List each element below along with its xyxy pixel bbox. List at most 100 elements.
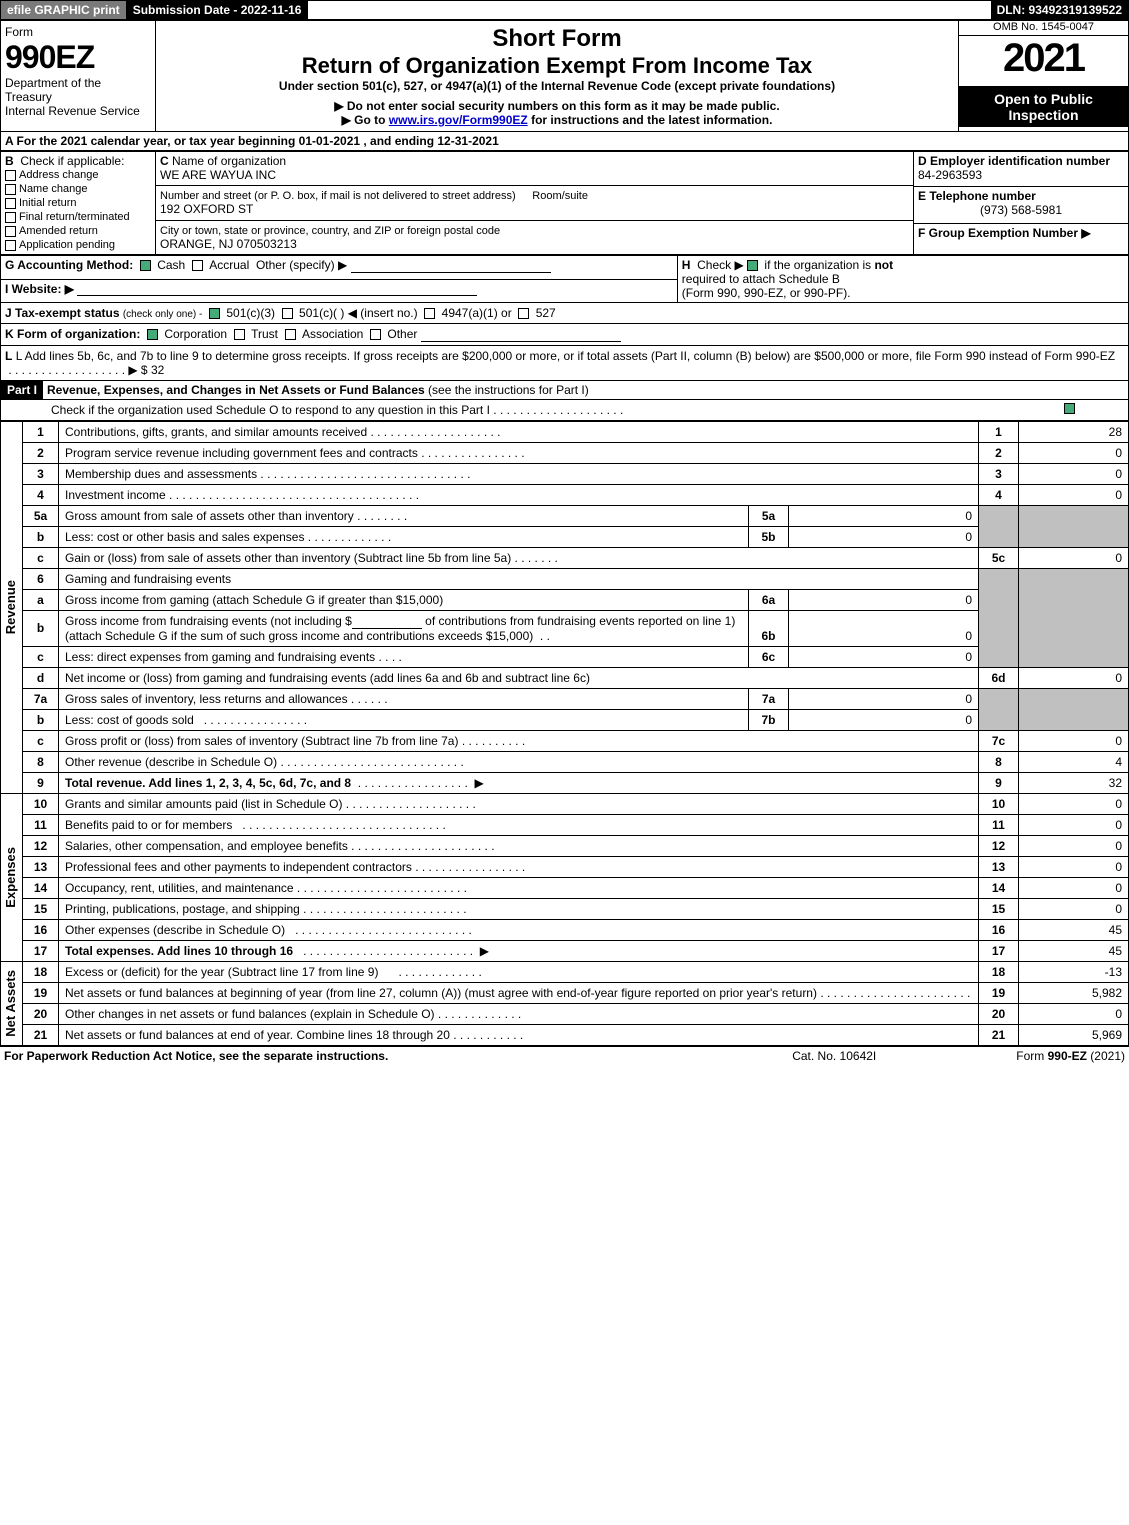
l5b-num: b — [23, 526, 59, 547]
instr-no-ssn: ▶ Do not enter social security numbers o… — [160, 99, 954, 113]
l5b-sub: 5b — [749, 526, 789, 547]
chk-501c[interactable] — [282, 308, 293, 319]
chk-corp-label: Corporation — [164, 327, 227, 341]
chk-corporation[interactable] — [147, 329, 158, 340]
l1-text: Contributions, gifts, grants, and simila… — [59, 421, 979, 442]
l6a-text: Gross income from gaming (attach Schedul… — [59, 589, 749, 610]
website-input[interactable] — [77, 282, 477, 296]
box-e-label: E Telephone number — [918, 189, 1036, 203]
footer-left: For Paperwork Reduction Act Notice, see … — [4, 1049, 388, 1063]
chk-501c3-label: 501(c)(3) — [226, 306, 275, 320]
omb-number: OMB No. 1545-0047 — [959, 21, 1128, 36]
l6c-num: c — [23, 646, 59, 667]
dept-label: Department of the Treasury Internal Reve… — [5, 76, 151, 118]
vlabel-expenses: Expenses — [1, 841, 20, 914]
l12-text: Salaries, other compensation, and employ… — [59, 835, 979, 856]
l6a-num: a — [23, 589, 59, 610]
chk-accrual[interactable] — [192, 260, 203, 271]
chk-final-return[interactable]: Final return/terminated — [5, 210, 151, 224]
l4-val: 0 — [1019, 484, 1129, 505]
l18-num: 18 — [23, 961, 59, 982]
l5b-subval: 0 — [789, 526, 979, 547]
chk-501c3[interactable] — [209, 308, 220, 319]
chk-name-change[interactable]: Name change — [5, 182, 151, 196]
l6d-text: Net income or (loss) from gaming and fun… — [59, 667, 979, 688]
box-def: D Employer identification number 84-2963… — [914, 152, 1129, 255]
title-cell: Short Form Return of Organization Exempt… — [156, 21, 959, 132]
box-c-name: C Name of organization WE ARE WAYUA INC — [156, 152, 914, 186]
chk-amended-return[interactable]: Amended return — [5, 224, 151, 238]
l4-num: 4 — [23, 484, 59, 505]
l2-box: 2 — [979, 442, 1019, 463]
form-id-cell: Form 990EZ Department of the Treasury In… — [1, 21, 156, 132]
l13-text: Professional fees and other payments to … — [59, 856, 979, 877]
l20-num: 20 — [23, 1003, 59, 1024]
subtitle: Under section 501(c), 527, or 4947(a)(1)… — [160, 79, 954, 93]
row-g-label: G Accounting Method: — [5, 258, 133, 272]
right-header-cell: OMB No. 1545-0047 2021 — [959, 21, 1129, 87]
row-l-text: L Add lines 5b, 6c, and 7b to line 9 to … — [16, 349, 1115, 363]
l12-num: 12 — [23, 835, 59, 856]
l6b-subval: 0 — [789, 610, 979, 646]
chk-trust[interactable] — [234, 329, 245, 340]
l6-num: 6 — [23, 568, 59, 589]
l7b-text: Less: cost of goods sold . . . . . . . .… — [59, 709, 749, 730]
efile-print-label[interactable]: efile GRAPHIC print — [1, 1, 127, 19]
chk-part1-schedo[interactable] — [1064, 403, 1075, 414]
l9-text: Total revenue. Add lines 1, 2, 3, 4, 5c,… — [59, 772, 979, 793]
l5ab-greybox — [979, 505, 1019, 547]
part1-title-sub: (see the instructions for Part I) — [428, 383, 589, 397]
irs-link[interactable]: www.irs.gov/Form990EZ — [389, 113, 528, 127]
chk-association[interactable] — [285, 329, 296, 340]
l20-val: 0 — [1019, 1003, 1129, 1024]
l6d-num: d — [23, 667, 59, 688]
row-h: H Check ▶ if the organization is not req… — [677, 256, 1128, 303]
l6b-amount-input[interactable] — [352, 615, 422, 629]
short-form-title: Short Form — [160, 25, 954, 53]
l11-num: 11 — [23, 814, 59, 835]
open-to-public: Open to Public Inspection — [959, 87, 1128, 127]
l5c-box: 5c — [979, 547, 1019, 568]
row-i-label: I Website: ▶ — [5, 282, 74, 296]
chk-address-change[interactable]: Address change — [5, 168, 151, 182]
l17-text: Total expenses. Add lines 10 through 16 … — [59, 940, 979, 961]
part1-title-text: Revenue, Expenses, and Changes in Net As… — [47, 383, 425, 397]
chk-accrual-label: Accrual — [209, 258, 249, 272]
chk-527[interactable] — [518, 308, 529, 319]
box-d-label: D Employer identification number — [918, 154, 1110, 168]
chk-cash[interactable] — [140, 260, 151, 271]
box-c-label: C — [160, 154, 169, 168]
l4-box: 4 — [979, 484, 1019, 505]
box-b-checkif: Check if applicable: — [20, 154, 124, 168]
l3-val: 0 — [1019, 463, 1129, 484]
chk-other-org[interactable] — [370, 329, 381, 340]
l21-val: 5,969 — [1019, 1024, 1129, 1045]
l19-text: Net assets or fund balances at beginning… — [59, 982, 979, 1003]
form-header: Form 990EZ Department of the Treasury In… — [0, 20, 1129, 132]
l7a-text: Gross sales of inventory, less returns a… — [59, 688, 749, 709]
l6c-text: Less: direct expenses from gaming and fu… — [59, 646, 749, 667]
l16-box: 16 — [979, 919, 1019, 940]
other-specify-input[interactable] — [351, 259, 551, 273]
chk-schedule-b[interactable] — [747, 260, 758, 271]
chk-application-pending[interactable]: Application pending — [5, 238, 151, 252]
chk-4947[interactable] — [424, 308, 435, 319]
city-value: ORANGE, NJ 070503213 — [160, 237, 297, 251]
dln-label: DLN: 93492319139522 — [991, 1, 1128, 19]
row-g: G Accounting Method: Cash Accrual Other … — [1, 256, 678, 280]
l8-box: 8 — [979, 751, 1019, 772]
l17-box: 17 — [979, 940, 1019, 961]
chk-initial-return[interactable]: Initial return — [5, 196, 151, 210]
rows-gh: G Accounting Method: Cash Accrual Other … — [0, 255, 1129, 303]
row-i: I Website: ▶ — [1, 279, 678, 303]
l7a-sub: 7a — [749, 688, 789, 709]
l15-val: 0 — [1019, 898, 1129, 919]
other-org-input[interactable] — [421, 328, 621, 342]
box-f-label: F Group Exemption Number ▶ — [918, 226, 1091, 240]
l1-num: 1 — [23, 421, 59, 442]
row-k-label: K Form of organization: — [5, 327, 140, 341]
l6c-subval: 0 — [789, 646, 979, 667]
l6d-val: 0 — [1019, 667, 1129, 688]
l15-num: 15 — [23, 898, 59, 919]
l13-num: 13 — [23, 856, 59, 877]
